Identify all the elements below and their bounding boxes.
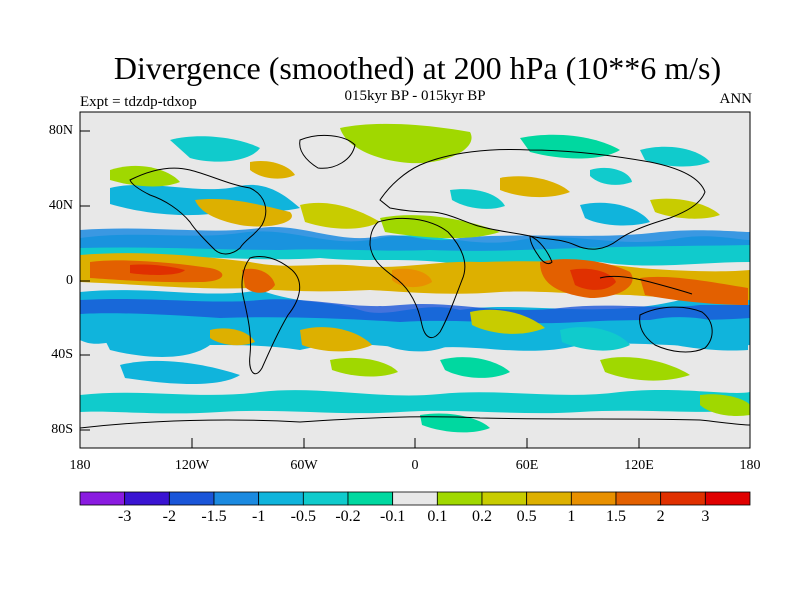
lon-label: 0 bbox=[411, 458, 419, 473]
midlat-north-3 bbox=[300, 202, 380, 229]
antarctic-positive bbox=[420, 413, 490, 433]
coast-greenland bbox=[299, 134, 356, 169]
midlat-south-1 bbox=[100, 326, 210, 357]
midlat-north-6 bbox=[580, 202, 650, 226]
lon-label: 120E bbox=[624, 458, 654, 473]
colorbar-label: -0.5 bbox=[290, 508, 316, 525]
midlat-south-3 bbox=[300, 327, 372, 352]
colorbar-swatch bbox=[124, 491, 170, 506]
colorbar-swatch bbox=[704, 491, 751, 506]
lon-label: 120W bbox=[174, 458, 210, 473]
colorbar-label: -3 bbox=[117, 508, 132, 525]
plot-subtitle: 015kyr BP - 015kyr BP bbox=[344, 88, 486, 104]
lat-label: 0 bbox=[66, 273, 73, 288]
lon-label: 60E bbox=[515, 458, 539, 473]
core-south-america bbox=[242, 268, 275, 293]
midlat-south-11 bbox=[210, 328, 255, 346]
coast-eurasia bbox=[379, 149, 706, 250]
colorbar-swatch bbox=[347, 491, 394, 506]
colorbar-label: -0.1 bbox=[379, 508, 406, 525]
midlat-south-8 bbox=[600, 357, 690, 381]
midlat-south-2 bbox=[120, 360, 240, 384]
midlat-south-9 bbox=[440, 357, 510, 378]
colorbar-label: -1.5 bbox=[201, 508, 227, 525]
coast-australia bbox=[639, 306, 713, 353]
coast-south-america bbox=[241, 256, 301, 375]
midlat-south-4 bbox=[380, 325, 450, 352]
plot-title: Divergence (smoothed) at 200 hPa (10**6 … bbox=[113, 50, 722, 86]
colorbar-label: 0.5 bbox=[516, 508, 537, 525]
colorbar-swatch bbox=[258, 491, 304, 506]
antarctic-positive-2 bbox=[700, 394, 750, 416]
core-indian-ocean-max bbox=[570, 268, 616, 290]
experiment-label: Expt = tdzdp-tdxop bbox=[80, 94, 197, 110]
midlat-north-8 bbox=[450, 189, 505, 209]
core-africa bbox=[392, 268, 432, 288]
colorbar-swatch bbox=[660, 491, 706, 506]
season-label: ANN bbox=[719, 91, 753, 107]
lat-label: 40S bbox=[51, 347, 73, 362]
arctic-positive-3 bbox=[110, 165, 180, 187]
colorbar-swatch bbox=[392, 491, 438, 506]
itcz-core-pacific-max bbox=[130, 264, 185, 275]
midlat-north-2 bbox=[195, 199, 292, 227]
colorbar-label: 1 bbox=[567, 508, 576, 525]
midlat-north-5 bbox=[500, 176, 570, 198]
arctic-negative-2 bbox=[520, 134, 620, 159]
colorbar-label: 0.1 bbox=[427, 508, 448, 525]
lat-label: 80S bbox=[51, 422, 73, 437]
arctic-positive bbox=[340, 123, 472, 164]
arctic-negative-1 bbox=[170, 136, 260, 162]
colorbar-swatch bbox=[615, 491, 662, 506]
colorbar-label: -1 bbox=[251, 508, 266, 525]
colorbar-label: 0.2 bbox=[472, 508, 492, 525]
axis-ticks bbox=[79, 130, 751, 448]
lon-label: 180 bbox=[739, 458, 761, 473]
colorbar-label: 1.5 bbox=[606, 508, 626, 525]
negative-belt-north bbox=[80, 226, 750, 251]
coast-north-america bbox=[129, 167, 267, 255]
midlat-south-6 bbox=[560, 327, 630, 351]
colorbar-swatch bbox=[481, 491, 528, 506]
midlat-south-10 bbox=[330, 357, 398, 377]
colorbar-swatch bbox=[168, 491, 215, 506]
colorbar-label: 2 bbox=[656, 508, 665, 525]
coast-india bbox=[529, 235, 553, 265]
midlat-south-7 bbox=[650, 317, 748, 351]
colorbar-swatch bbox=[436, 491, 483, 506]
lon-label: 180 bbox=[69, 458, 91, 473]
colorbar-swatch bbox=[570, 491, 617, 506]
coast-africa bbox=[369, 217, 466, 339]
colorbar-swatch bbox=[213, 491, 260, 506]
colorbar-label: -0.2 bbox=[335, 508, 361, 525]
midlat-south-5 bbox=[470, 309, 545, 334]
coast-antarctica bbox=[80, 416, 750, 429]
coastlines bbox=[80, 134, 750, 429]
colorbar-swatch bbox=[79, 491, 126, 506]
core-west-pacific bbox=[640, 276, 748, 305]
colorbar-label: 3 bbox=[701, 508, 710, 525]
lon-label: 60W bbox=[290, 458, 318, 473]
lat-label: 80N bbox=[48, 123, 73, 138]
coast-indonesia bbox=[599, 275, 693, 295]
colorbar-label: -2 bbox=[162, 508, 176, 525]
arctic-positive-2 bbox=[250, 160, 295, 179]
midlat-north-9 bbox=[590, 167, 632, 185]
colorbar-swatch bbox=[302, 491, 349, 506]
arctic-negative-3 bbox=[640, 146, 710, 167]
colorbar-swatch bbox=[526, 491, 572, 506]
antarctic-belt bbox=[80, 390, 750, 414]
lat-label: 40N bbox=[48, 198, 73, 213]
midlat-north-7 bbox=[650, 198, 720, 219]
